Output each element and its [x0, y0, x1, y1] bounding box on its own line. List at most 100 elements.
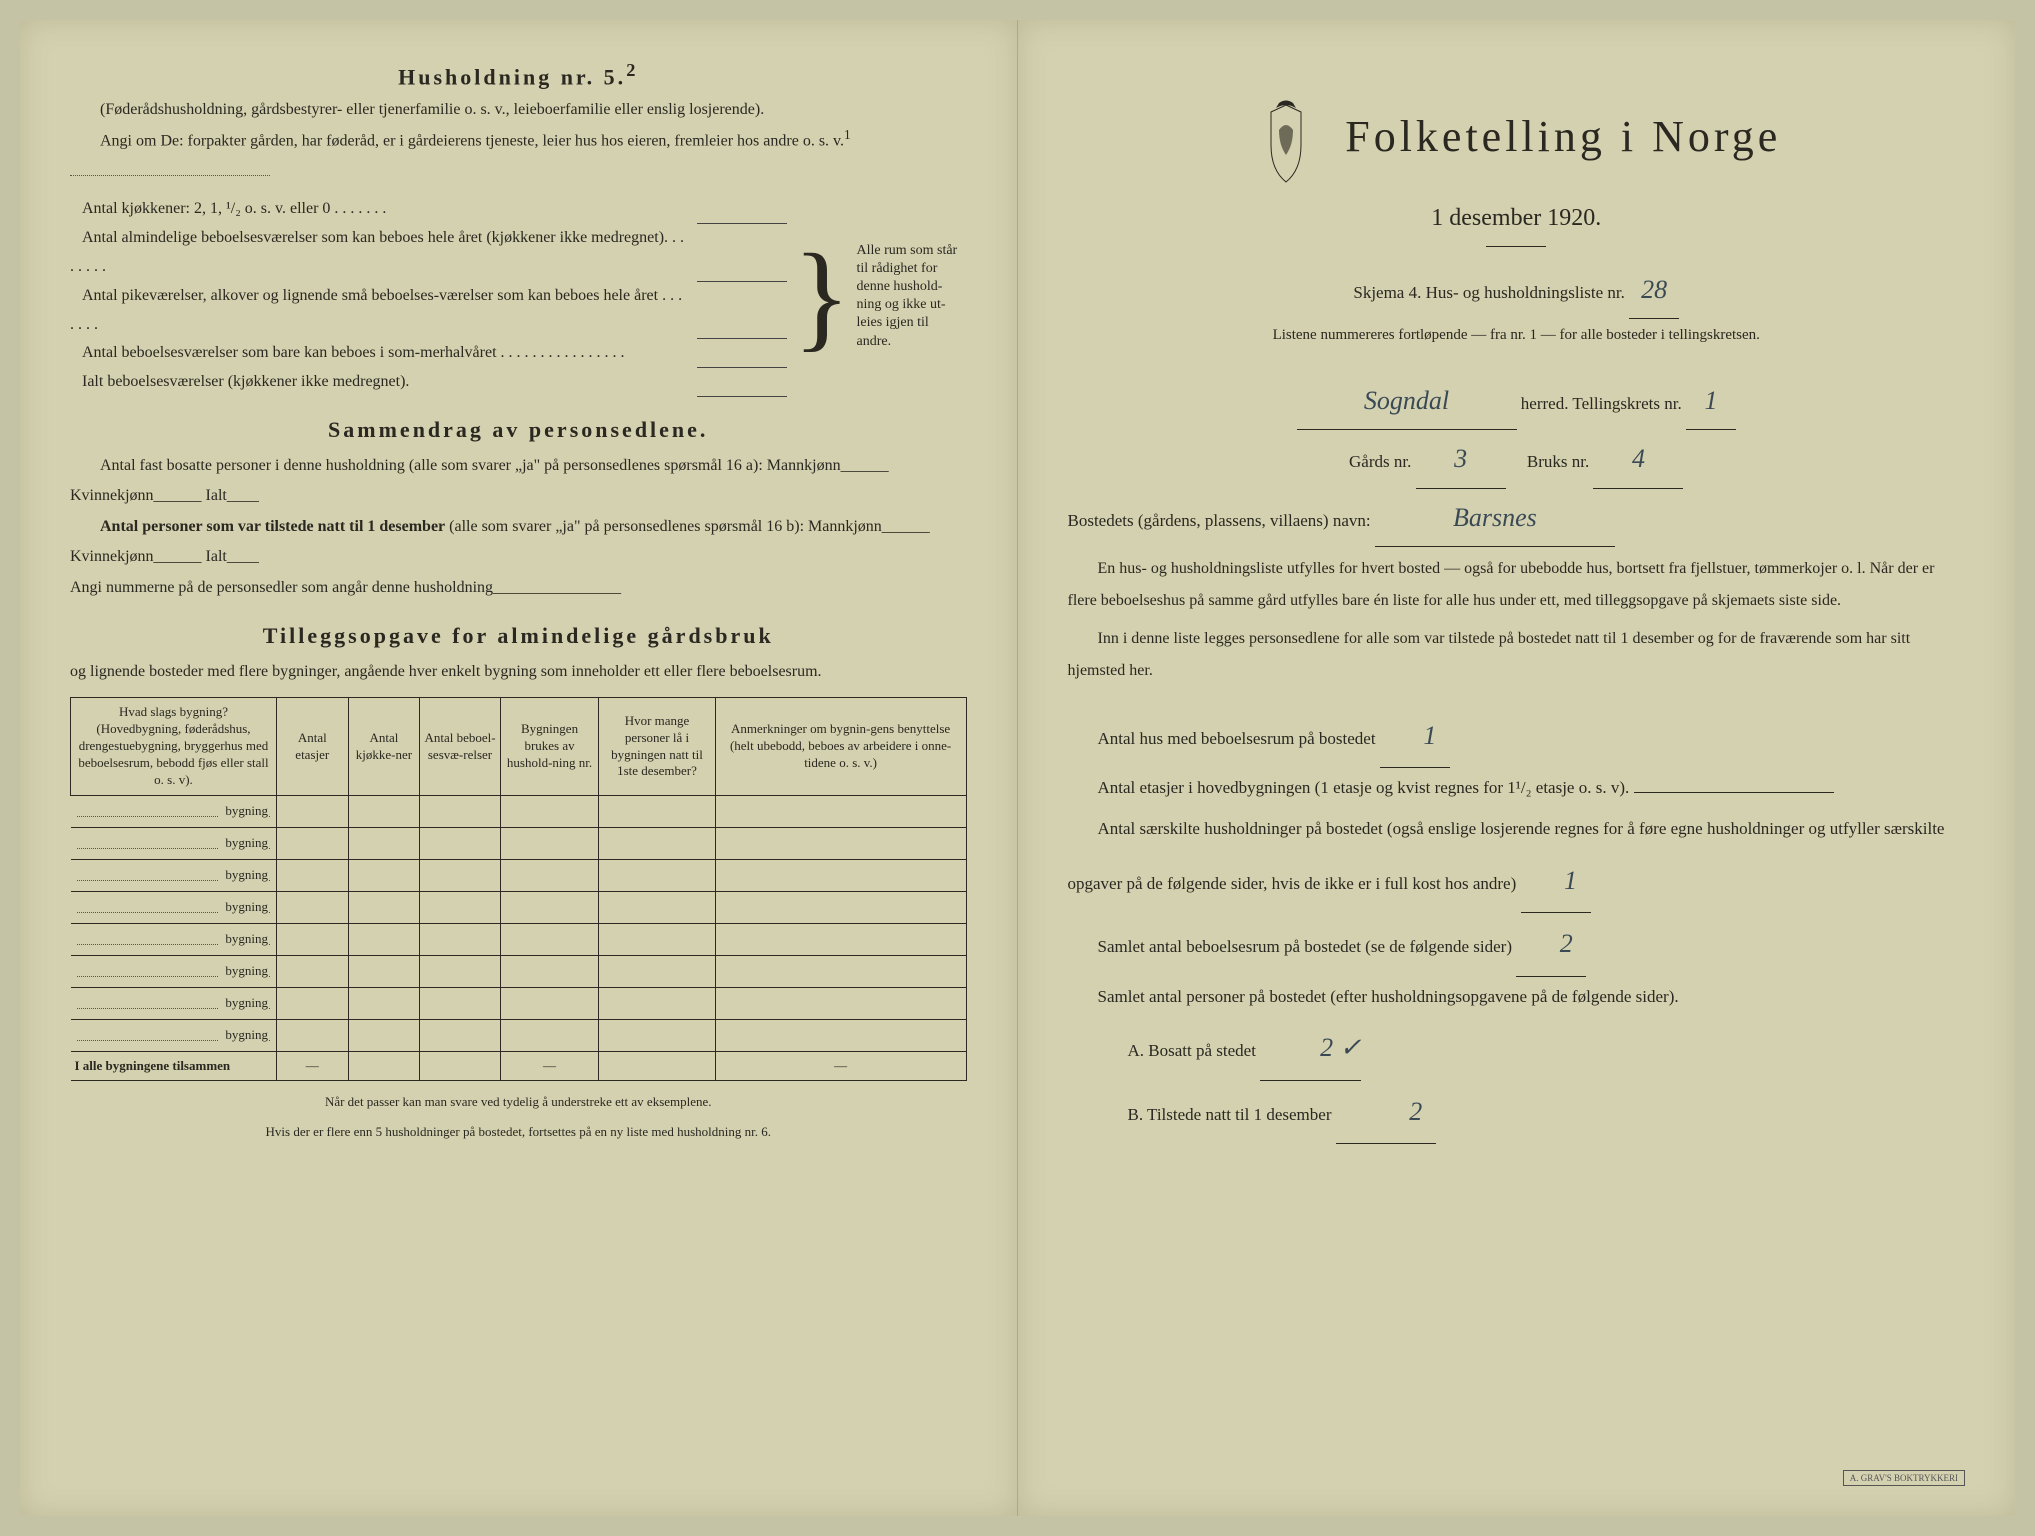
cell	[348, 1019, 420, 1051]
tillegg-title: Tilleggsopgave for almindelige gårdsbruk	[70, 623, 967, 649]
cell	[715, 827, 966, 859]
cell	[715, 795, 966, 827]
para-1: En hus- og husholdningsliste utfylles fo…	[1068, 553, 1966, 617]
total-empty-2	[420, 1051, 501, 1080]
qA-line: A. Bosatt på stedet 2 ✓	[1068, 1017, 1966, 1080]
total-dash-1: —	[276, 1051, 348, 1080]
cell	[599, 955, 715, 987]
brace-label-3: Ialt beboelsesværelser (kjøkkener ikke m…	[70, 368, 687, 397]
cell	[276, 827, 348, 859]
cell	[348, 923, 420, 955]
table-row: bygning	[71, 859, 967, 891]
table-row: bygning	[71, 987, 967, 1019]
cell	[500, 1019, 599, 1051]
angi-text: Angi om De: forpakter gården, har føderå…	[100, 133, 844, 150]
brace-label-0: Antal almindelige beboelsesværelser som …	[70, 224, 687, 282]
header-block: Folketelling i Norge 1 desember 1920.	[1068, 100, 1966, 247]
cell	[276, 987, 348, 1019]
right-page: Folketelling i Norge 1 desember 1920. Sk…	[1018, 20, 2016, 1516]
brace-row-0: Antal almindelige beboelsesværelser som …	[70, 224, 787, 282]
cell	[348, 987, 420, 1019]
total-dash-3: —	[715, 1051, 966, 1080]
q3-value: 1	[1521, 850, 1591, 913]
cell	[276, 891, 348, 923]
tellingskrets-nr: 1	[1686, 372, 1736, 430]
cell	[599, 827, 715, 859]
husholdning-sup: 2	[626, 60, 638, 80]
q1-value: 1	[1380, 705, 1450, 768]
cell	[420, 955, 501, 987]
cell	[420, 923, 501, 955]
table-header-row: Hvad slags bygning? (Hovedbygning, føder…	[71, 698, 967, 795]
qA-label: A. Bosatt på stedet	[1128, 1041, 1256, 1060]
cell	[715, 923, 966, 955]
cell	[348, 795, 420, 827]
brace-block: Antal kjøkkener: 2, 1, ¹/₂ o. s. v. elle…	[70, 195, 967, 397]
brace-fill-2	[697, 339, 787, 368]
q2-line: Antal etasjer i hovedbygningen (1 etasje…	[1068, 768, 1966, 809]
bruks-label: Bruks nr.	[1527, 452, 1589, 471]
answer-section: Antal hus med beboelsesrum på bostedet 1…	[1068, 705, 1966, 1144]
qB-value: 2	[1336, 1081, 1436, 1144]
cell	[500, 859, 599, 891]
para-2: Inn i denne liste legges personsedlene f…	[1068, 623, 1966, 687]
q3-line: Antal særskilte husholdninger på bostede…	[1068, 809, 1966, 913]
brace-left: Antal kjøkkener: 2, 1, ¹/₂ o. s. v. elle…	[70, 195, 787, 397]
q1-label: Antal hus med beboelsesrum på bostedet	[1098, 729, 1376, 748]
cell	[500, 987, 599, 1019]
cell	[599, 987, 715, 1019]
th-1: Antal etasjer	[276, 698, 348, 795]
brace-fill-0	[697, 224, 787, 282]
row-label: bygning	[71, 1019, 277, 1051]
brace-row-1: Antal pikeværelser, alkover og lignende …	[70, 282, 787, 340]
cell	[715, 891, 966, 923]
th-5: Hvor mange personer lå i bygningen natt …	[599, 698, 715, 795]
cell	[276, 923, 348, 955]
qA-value: 2 ✓	[1260, 1017, 1361, 1080]
date-line: 1 desember 1920.	[1068, 205, 1966, 232]
listene-line: Listene nummereres fortløpende — fra nr.…	[1068, 319, 1966, 352]
cell	[420, 987, 501, 1019]
total-label: I alle bygningene tilsammen	[71, 1051, 277, 1080]
q4-line: Samlet antal beboelsesrum på bostedet (s…	[1068, 913, 1966, 976]
cell	[348, 955, 420, 987]
total-dash-2: —	[500, 1051, 599, 1080]
q4-label: Samlet antal beboelsesrum på bostedet (s…	[1098, 937, 1512, 956]
qB-label: B. Tilstede natt til 1 desember	[1128, 1105, 1332, 1124]
angi-line: Angi om De: forpakter gården, har føderå…	[70, 122, 967, 187]
cell	[500, 827, 599, 859]
cell	[348, 827, 420, 859]
cell	[599, 795, 715, 827]
table-row: bygning	[71, 1019, 967, 1051]
cell	[599, 1019, 715, 1051]
th-4: Bygningen brukes av hushold-ning nr.	[500, 698, 599, 795]
sammendrag-p3: Angi nummerne på de personsedler som ang…	[70, 573, 967, 603]
cell	[348, 859, 420, 891]
printer-stamp: A. GRAV'S BOKTRYKKERI	[1843, 1470, 1965, 1486]
sammendrag-p1: Antal fast bosatte personer i denne hush…	[70, 451, 967, 512]
brace-row-2: Antal beboelsesværelser som bare kan beb…	[70, 339, 787, 368]
sammendrag-p2: Antal personer som var tilstede natt til…	[70, 512, 967, 573]
q2-value	[1634, 792, 1834, 793]
table-body: bygningbygningbygningbygningbygningbygni…	[71, 795, 967, 1051]
left-page: Husholdning nr. 5.2 (Føderådshusholdning…	[20, 20, 1018, 1516]
th-3: Antal beboel-sesvæ-relser	[420, 698, 501, 795]
tillegg-sub: og lignende bosteder med flere bygninger…	[70, 657, 967, 687]
hr-1	[1486, 246, 1546, 247]
q3-label: Antal særskilte husholdninger på bostede…	[1068, 819, 1945, 893]
th-2: Antal kjøkke-ner	[348, 698, 420, 795]
q2-label: Antal etasjer i hovedbygningen (1 etasje…	[1098, 778, 1630, 797]
cell	[500, 891, 599, 923]
herred-label: herred. Tellingskrets nr.	[1521, 394, 1682, 413]
cell	[715, 1019, 966, 1051]
row-label: bygning	[71, 955, 277, 987]
cell	[276, 859, 348, 891]
footnote-1: Når det passer kan man svare ved tydelig…	[70, 1093, 967, 1111]
sammendrag-title: Sammendrag av personsedlene.	[70, 417, 967, 443]
cell	[276, 955, 348, 987]
cell	[599, 859, 715, 891]
skjema-line: Skjema 4. Hus- og husholdningsliste nr. …	[1068, 261, 1966, 319]
row-label: bygning	[71, 827, 277, 859]
footnote-2: Hvis der er flere enn 5 husholdninger på…	[70, 1123, 967, 1141]
cell	[276, 1019, 348, 1051]
